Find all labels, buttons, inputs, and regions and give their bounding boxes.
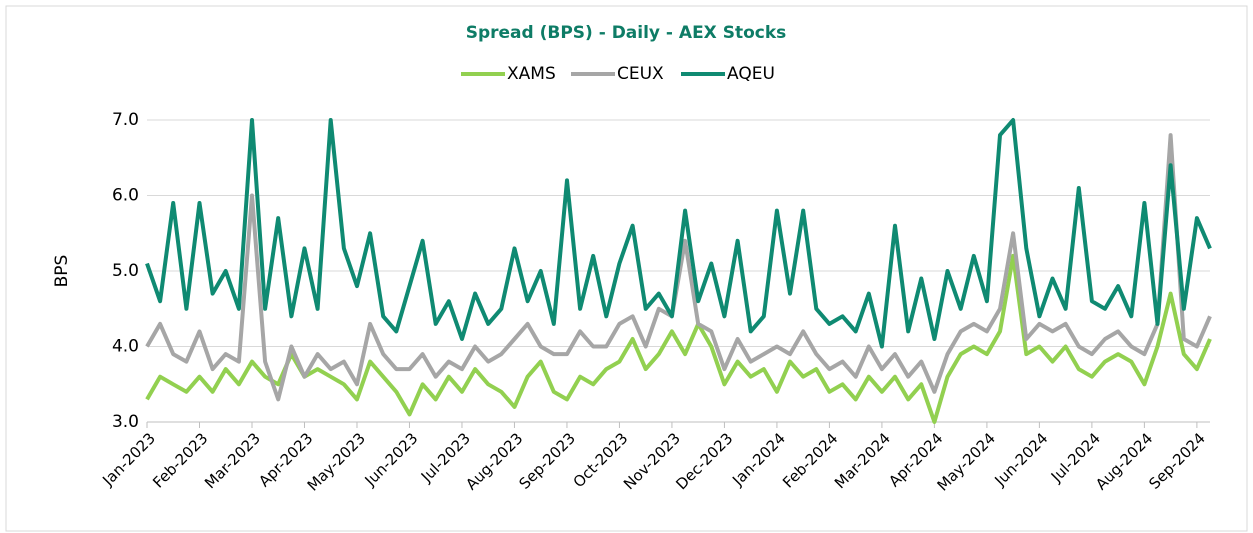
y-tick-label: 4.0: [112, 337, 139, 357]
y-tick-label: 6.0: [112, 186, 139, 206]
y-axis-label: BPS: [52, 255, 72, 288]
y-tick-label: 3.0: [112, 412, 139, 432]
y-tick-label: 5.0: [112, 261, 139, 281]
legend-label: XAMS: [507, 64, 556, 84]
chart-frame: [5, 5, 1248, 532]
data-line: [145, 253, 1212, 424]
y-tick-label: 7.0: [112, 110, 139, 130]
legend-label: AQEU: [727, 64, 775, 84]
legend-label: CEUX: [617, 64, 664, 84]
chart-title: Spread (BPS) - Daily - AEX Stocks: [466, 23, 787, 43]
data-line: [145, 118, 1212, 349]
